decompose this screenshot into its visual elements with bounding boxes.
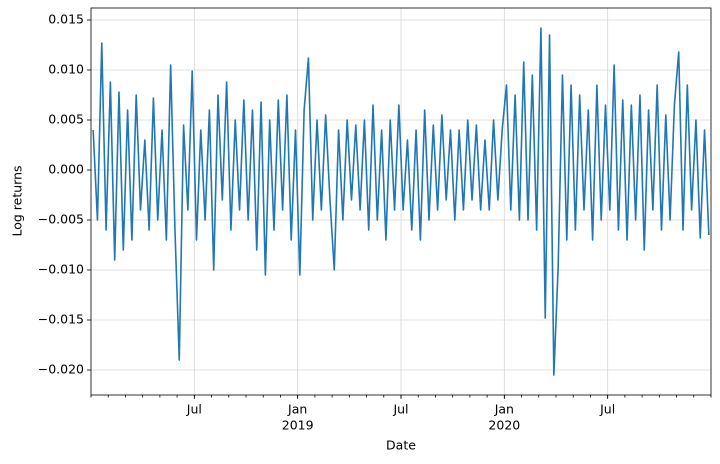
x-tick-label: Jul [392, 402, 408, 417]
y-axis-label: Log returns [10, 165, 25, 236]
x-axis-label: Date [386, 438, 416, 453]
y-tick-label: 0.005 [48, 112, 84, 127]
x-tick-year: 2020 [488, 418, 520, 433]
y-tick-label: −0.020 [38, 362, 84, 377]
plot-frame [90, 7, 712, 396]
y-tick-label: 0.010 [48, 62, 84, 77]
x-tick-label: Jul [186, 402, 202, 417]
y-tick-label: −0.005 [38, 212, 84, 227]
x-tick-year: 2019 [282, 418, 314, 433]
y-tick-label: −0.015 [38, 312, 84, 327]
line [92, 27, 710, 376]
y-tick-label: −0.010 [38, 262, 84, 277]
x-tick-label: Jan [287, 402, 307, 417]
y-tick-label: 0.015 [48, 12, 84, 27]
x-tick-label: Jan [494, 402, 514, 417]
x-tick-label: Jul [599, 402, 615, 417]
y-tick-label: 0.000 [48, 162, 84, 177]
